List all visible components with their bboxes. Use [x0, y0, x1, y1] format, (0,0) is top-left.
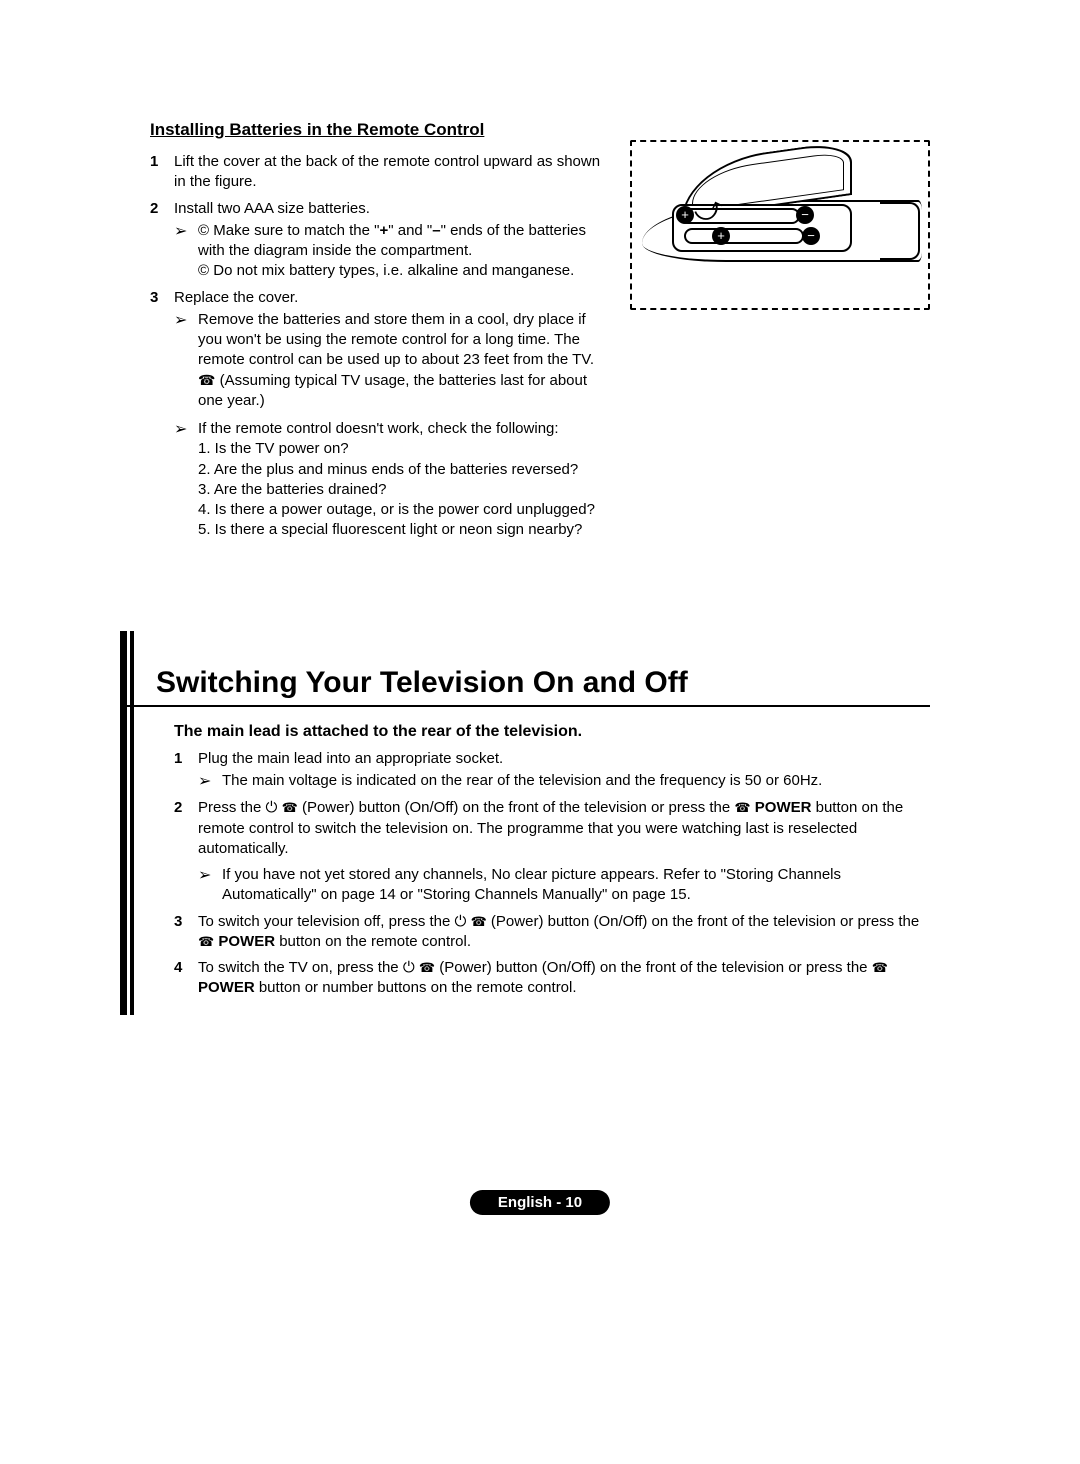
troubleshoot-item: 5. Is there a special fluorescent light …: [198, 520, 595, 540]
step-number: 2: [150, 199, 174, 282]
step-note: If you have not yet stored any channels,…: [222, 865, 930, 906]
battery-minus-icon: −: [796, 206, 814, 224]
step-number: 2: [174, 798, 198, 905]
switching-title: Switching Your Television On and Off: [156, 666, 688, 701]
step-text: Lift the cover at the back of the remote…: [174, 152, 610, 193]
note-arrow-icon: ➢: [174, 221, 198, 282]
battery-plus-icon: +: [676, 206, 694, 224]
power-label: POWER: [198, 979, 255, 996]
step-text: To switch your television off, press the…: [198, 913, 919, 950]
power-icon: ⏻: [266, 799, 278, 816]
step-number: 1: [150, 152, 174, 193]
troubleshoot-item: 3. Are the batteries drained?: [198, 480, 595, 500]
power-step-4: 4 To switch the TV on, press the ⏻ ☎ (Po…: [174, 958, 930, 999]
troubleshoot-item: 1. Is the TV power on?: [198, 439, 595, 459]
step-number: 1: [174, 749, 198, 793]
troubleshoot-block: ➢ If the remote control doesn't work, ch…: [150, 419, 610, 541]
power-icon: ⏻: [455, 913, 467, 930]
battery-step-1: 1 Lift the cover at the back of the remo…: [150, 152, 610, 193]
switching-subtitle: The main lead is attached to the rear of…: [174, 723, 930, 741]
step-note: The main voltage is indicated on the rea…: [222, 771, 822, 793]
note-arrow-icon: ➢: [198, 771, 222, 793]
step-text: Replace the cover.: [174, 288, 610, 308]
page-footer: English - 10: [470, 1190, 610, 1215]
copyright-icon: ©: [198, 222, 209, 239]
copyright-icon: ©: [198, 262, 209, 279]
step-text: To switch the TV on, press the ⏻ ☎ (Powe…: [198, 959, 888, 996]
power-label: POWER: [755, 799, 812, 816]
tv-icon: ☎: [282, 799, 298, 817]
battery-plus-icon: +: [712, 227, 730, 245]
tv-icon: ☎: [734, 799, 750, 817]
step-text: Install two AAA size batteries.: [174, 199, 610, 219]
note-arrow-icon: ➢: [150, 419, 198, 541]
phone-icon: ☎: [198, 372, 215, 388]
step-text: Plug the main lead into an appropriate s…: [198, 749, 930, 769]
battery-minus-icon: −: [802, 227, 820, 245]
troubleshoot-intro: If the remote control doesn't work, chec…: [198, 419, 595, 439]
troubleshoot-item: 2. Are the plus and minus ends of the ba…: [198, 460, 595, 480]
note-arrow-icon: ➢: [174, 310, 198, 411]
power-icon: ⏻: [403, 959, 415, 976]
tv-icon: ☎: [419, 959, 435, 977]
battery-step-2: 2 Install two AAA size batteries. ➢ © Ma…: [150, 199, 610, 282]
tv-icon: ☎: [198, 933, 214, 951]
batteries-heading: Installing Batteries in the Remote Contr…: [150, 120, 610, 140]
power-label: POWER: [218, 933, 275, 950]
power-step-2: 2 Press the ⏻ ☎ (Power) button (On/Off) …: [174, 798, 930, 905]
section-bars-icon: [120, 631, 140, 705]
note-arrow-icon: ➢: [198, 865, 222, 906]
power-step-1: 1 Plug the main lead into an appropriate…: [174, 749, 930, 793]
battery-step-3: 3 Replace the cover. ➢ Remove the batter…: [150, 288, 610, 412]
step-number: 3: [174, 912, 198, 953]
power-step-3: 3 To switch your television off, press t…: [174, 912, 930, 953]
tv-icon: ☎: [471, 913, 487, 931]
step-number: 4: [174, 958, 198, 999]
step-number: 3: [150, 288, 174, 412]
troubleshoot-item: 4. Is there a power outage, or is the po…: [198, 500, 595, 520]
step-note: Remove the batteries and store them in a…: [198, 310, 610, 411]
step-note: © Make sure to match the "+" and "–" end…: [198, 221, 610, 282]
battery-illustration: ⤻ + − + −: [630, 140, 930, 310]
step-text: Press the ⏻ ☎ (Power) button (On/Off) on…: [198, 799, 903, 857]
tv-icon: ☎: [872, 959, 888, 977]
